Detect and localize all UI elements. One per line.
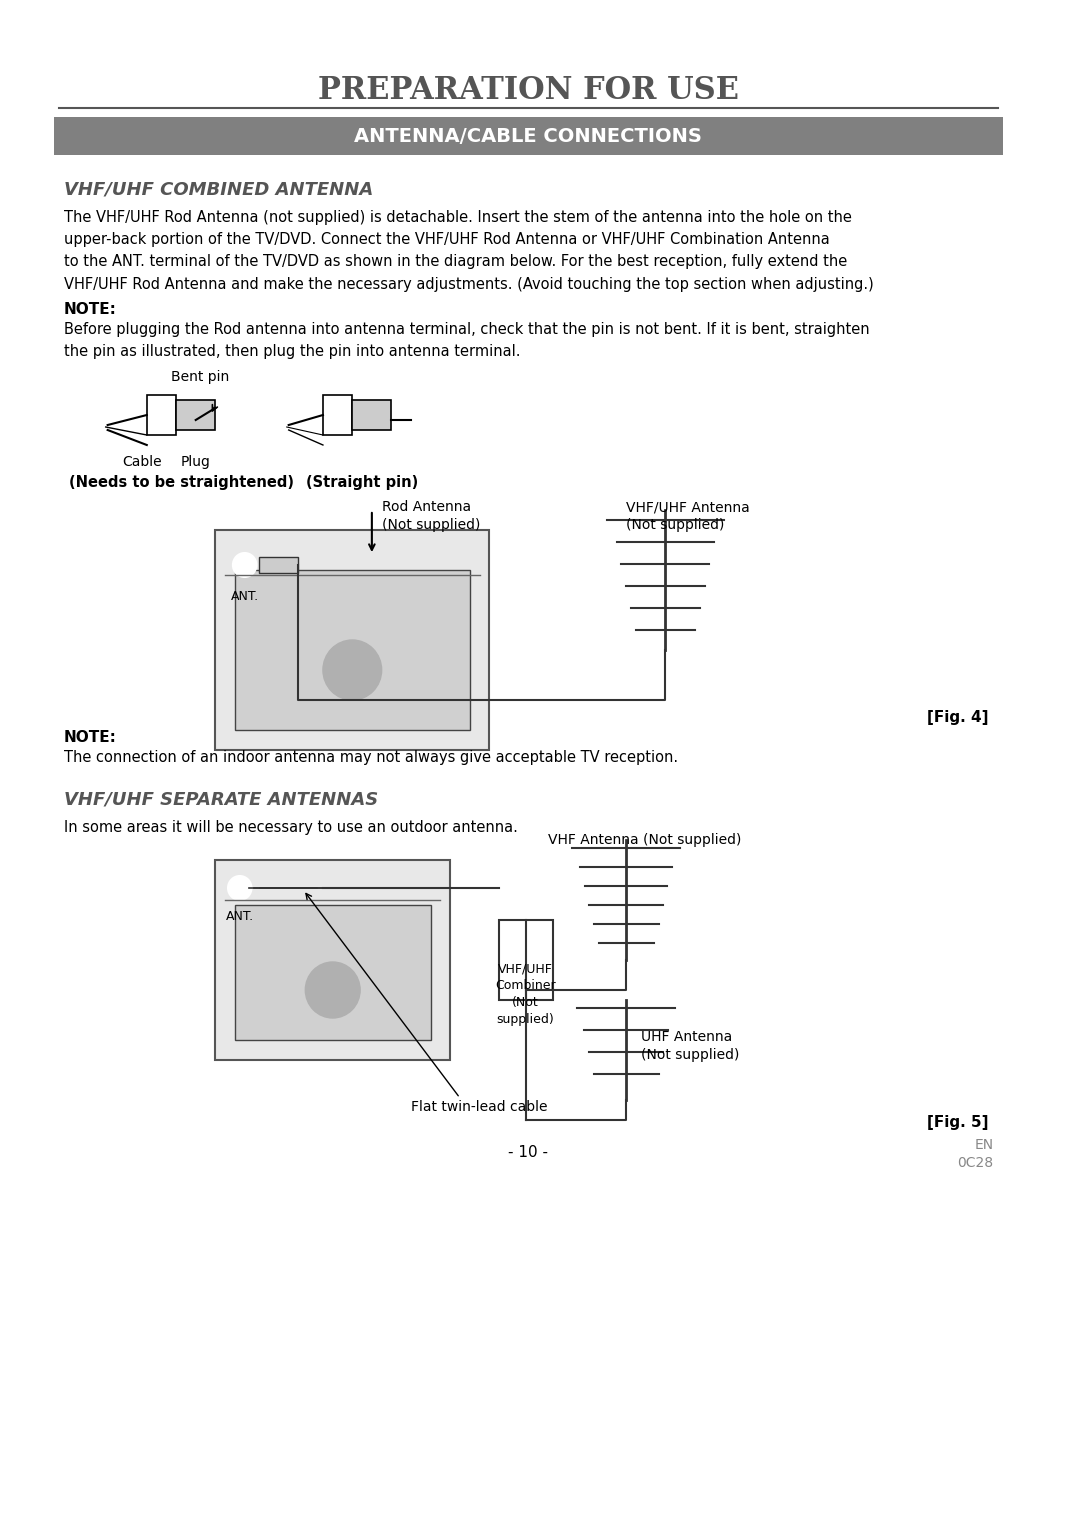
Text: Rod Antenna
(Not supplied): Rod Antenna (Not supplied) — [381, 500, 480, 532]
Circle shape — [233, 553, 256, 578]
Text: ANTENNA/CABLE CONNECTIONS: ANTENNA/CABLE CONNECTIONS — [354, 127, 702, 145]
Text: Plug: Plug — [180, 455, 211, 469]
Text: In some areas it will be necessary to use an outdoor antenna.: In some areas it will be necessary to us… — [64, 821, 517, 834]
Text: VHF Antenna (Not supplied): VHF Antenna (Not supplied) — [548, 833, 741, 847]
Text: ANT.: ANT. — [231, 590, 259, 604]
Text: [Fig. 4]: [Fig. 4] — [927, 711, 988, 724]
Text: VHF/UHF COMBINED ANTENNA: VHF/UHF COMBINED ANTENNA — [64, 180, 373, 199]
Text: NOTE:: NOTE: — [64, 730, 117, 746]
FancyBboxPatch shape — [215, 530, 489, 750]
FancyBboxPatch shape — [54, 118, 1003, 154]
Text: Flat twin-lead cable: Flat twin-lead cable — [411, 1100, 548, 1114]
FancyBboxPatch shape — [147, 396, 176, 435]
FancyBboxPatch shape — [215, 860, 450, 1060]
Text: VHF/UHF Antenna
(Not supplied): VHF/UHF Antenna (Not supplied) — [626, 500, 750, 532]
Text: UHF Antenna
(Not supplied): UHF Antenna (Not supplied) — [640, 1030, 740, 1062]
FancyBboxPatch shape — [499, 920, 553, 999]
Text: (Needs to be straightened): (Needs to be straightened) — [68, 475, 294, 490]
FancyBboxPatch shape — [352, 400, 391, 429]
Circle shape — [228, 876, 252, 900]
FancyBboxPatch shape — [176, 400, 215, 429]
Text: The connection of an indoor antenna may not always give acceptable TV reception.: The connection of an indoor antenna may … — [64, 750, 678, 766]
FancyBboxPatch shape — [234, 905, 431, 1041]
Text: ANT.: ANT. — [226, 911, 254, 923]
Text: VHF/UHF
Combiner
(Not
supplied): VHF/UHF Combiner (Not supplied) — [496, 963, 556, 1025]
Text: NOTE:: NOTE: — [64, 303, 117, 316]
Text: Bent pin: Bent pin — [172, 370, 230, 384]
Text: (Straight pin): (Straight pin) — [306, 475, 418, 490]
Text: EN
0C28: EN 0C28 — [957, 1138, 994, 1170]
Circle shape — [323, 640, 381, 700]
FancyBboxPatch shape — [234, 570, 470, 730]
Text: Cable: Cable — [122, 455, 162, 469]
Text: Before plugging the Rod antenna into antenna terminal, check that the pin is not: Before plugging the Rod antenna into ant… — [64, 322, 869, 359]
FancyBboxPatch shape — [323, 396, 352, 435]
Text: The VHF/UHF Rod Antenna (not supplied) is detachable. Insert the stem of the ant: The VHF/UHF Rod Antenna (not supplied) i… — [64, 209, 874, 292]
FancyBboxPatch shape — [259, 558, 298, 573]
Text: PREPARATION FOR USE: PREPARATION FOR USE — [318, 75, 739, 105]
Circle shape — [306, 963, 360, 1018]
Text: - 10 -: - 10 - — [509, 1144, 549, 1160]
Text: VHF/UHF SEPARATE ANTENNAS: VHF/UHF SEPARATE ANTENNAS — [64, 790, 378, 808]
Text: [Fig. 5]: [Fig. 5] — [927, 1115, 988, 1131]
